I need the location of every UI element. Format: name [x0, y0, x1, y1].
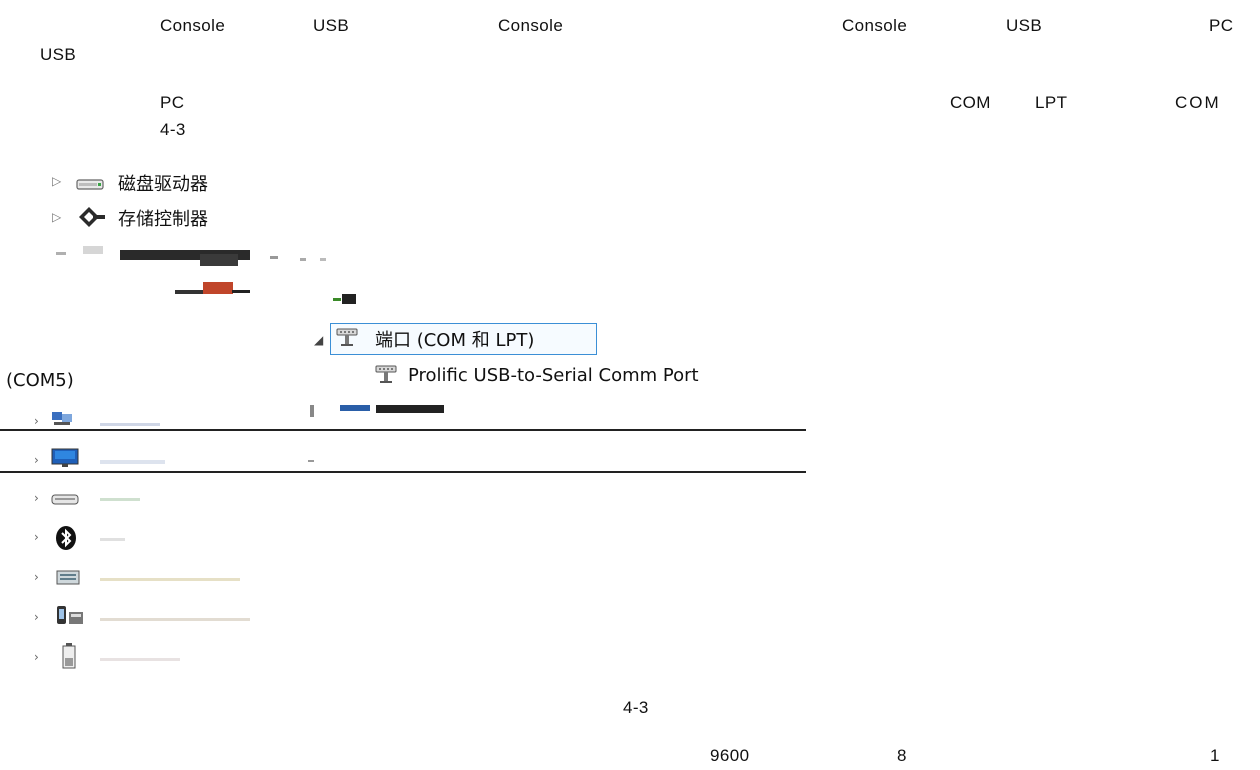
para2-word-lpt: LPT	[1035, 93, 1068, 112]
expand-arrow-icon[interactable]: ›	[34, 530, 39, 544]
para1-word-usb-3: USB	[40, 45, 77, 64]
para3-data-bits: 8	[897, 746, 907, 765]
serial-port-icon	[334, 327, 360, 349]
expand-arrow-icon[interactable]: ›	[34, 570, 39, 584]
expand-arrow-icon[interactable]: ▷	[52, 210, 62, 224]
tree-selection-highlight	[330, 323, 597, 355]
monitor-icon	[50, 447, 82, 469]
expand-arrow-icon[interactable]: ›	[34, 453, 39, 467]
bluetooth-icon	[55, 525, 77, 551]
phone-device-icon	[55, 604, 87, 628]
para3-stop-bits: 1	[1210, 746, 1220, 765]
tree-item-prolific-port[interactable]: Prolific USB-to-Serial Comm Port	[408, 365, 699, 386]
para2-word-pc: PC	[160, 93, 185, 112]
para1-word-usb-2: USB	[1006, 16, 1043, 35]
tree-item-port-suffix: (COM5)	[6, 370, 74, 391]
expand-arrow-icon[interactable]: ›	[34, 610, 39, 624]
storage-controller-icon	[77, 205, 107, 229]
para1-word-console-3: Console	[842, 16, 908, 35]
para2-word-com: COM	[950, 93, 991, 112]
figure-caption: 4-3	[623, 698, 649, 717]
serial-port-icon	[373, 364, 399, 386]
expand-arrow-icon[interactable]: ›	[34, 414, 39, 428]
para2-figure-ref: 4-3	[160, 120, 186, 139]
device-generic-icon	[55, 567, 83, 589]
para1-word-usb: USB	[313, 16, 350, 35]
para1-word-console-2: Console	[498, 16, 564, 35]
para1-word-pc: PC	[1209, 16, 1234, 35]
para2-word-com-2: COM	[1175, 93, 1221, 112]
disk-drive-icon	[75, 172, 107, 194]
para1-word-console: Console	[160, 16, 226, 35]
para3-baud-rate: 9600	[710, 746, 750, 765]
tree-item-storage-controllers[interactable]: 存储控制器	[118, 209, 208, 230]
expand-arrow-icon[interactable]: ›	[34, 491, 39, 505]
keyboard-icon	[50, 490, 82, 508]
tree-item-ports[interactable]: 端口 (COM 和 LPT)	[375, 330, 535, 351]
battery-icon	[61, 642, 77, 670]
expand-arrow-icon[interactable]: ▷	[52, 174, 62, 188]
tree-item-disk-drives[interactable]: 磁盘驱动器	[118, 174, 208, 195]
network-adapter-icon	[50, 410, 76, 428]
expand-arrow-icon[interactable]: ›	[34, 650, 39, 664]
divider-line	[0, 471, 806, 473]
divider-line	[0, 429, 806, 431]
collapse-arrow-icon[interactable]: ◢	[314, 333, 324, 347]
